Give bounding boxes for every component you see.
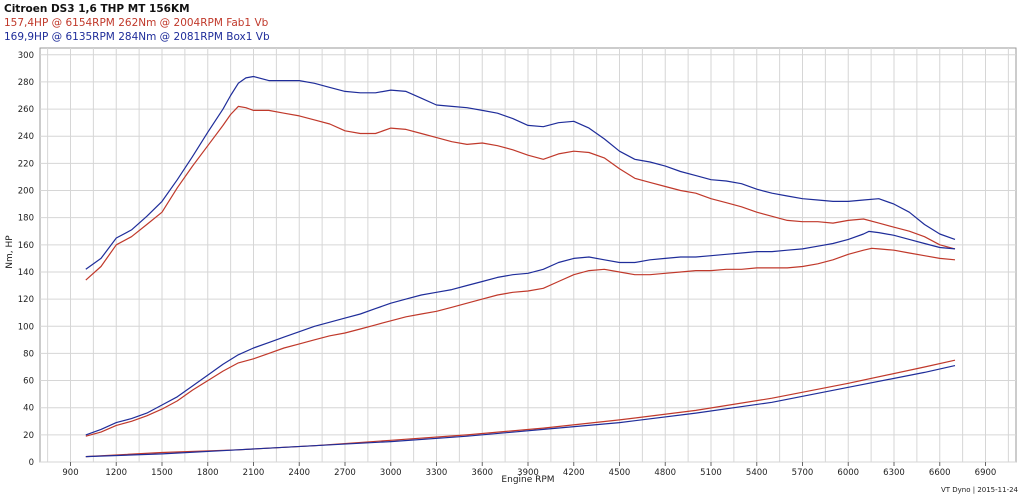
x-ticks: 900 1200 1500 1800 2100 2400 2700 3000 3300 3600 3… (62, 462, 996, 478)
series-line-loss-box1-vb (85, 365, 956, 458)
y-tick-label: 120 (18, 295, 34, 305)
y-tick-label: 180 (18, 214, 34, 224)
chart-title: Citroen DS3 1,6 THP MT 156KM (4, 3, 190, 15)
x-tick-label: 4800 (654, 468, 676, 478)
x-tick-label: 6000 (837, 468, 859, 478)
chart-header: Citroen DS3 1,6 THP MT 156KM 157,4HP @ 6… (4, 2, 270, 44)
x-tick-label: 1800 (197, 468, 219, 478)
y-ticks: 0 20 40 60 80 100 120 140 160 180 200 220 240 260 280 3… (18, 51, 34, 468)
x-tick-label: 5100 (700, 468, 722, 478)
y-tick-label: 100 (18, 322, 34, 332)
y-tick-label: 260 (18, 105, 34, 115)
y-tick-label: 220 (18, 159, 34, 169)
y-tick-label: 240 (18, 132, 34, 142)
y-tick-label: 60 (23, 377, 34, 387)
x-tick-label: 6300 (883, 468, 905, 478)
x-tick-label: 3000 (380, 468, 402, 478)
y-tick-label: 140 (18, 268, 34, 278)
x-tick-label: 3600 (471, 468, 493, 478)
x-tick-label: 2700 (334, 468, 356, 478)
series-line-power-box1-vb (85, 230, 956, 436)
x-tick-label: 6600 (929, 468, 951, 478)
y-axis-label: Nm, HP (5, 235, 15, 269)
y-tick-label: 40 (23, 404, 34, 414)
x-tick-label: 1500 (151, 468, 173, 478)
legend-run-2: 169,9HP @ 6135RPM 284Nm @ 2081RPM Box1 V… (4, 31, 270, 43)
x-tick-label: 2400 (288, 468, 310, 478)
x-tick-label: 2100 (243, 468, 265, 478)
series-line-torque-fab1-vb (85, 105, 956, 281)
x-tick-label: 5700 (792, 468, 814, 478)
footer-text: VT Dyno | 2015-11-24 (940, 486, 1018, 494)
y-tick-label: 0 (29, 458, 34, 468)
y-tick-label: 160 (18, 241, 34, 251)
y-tick-label: 280 (18, 78, 34, 88)
series-line-torque-box1-vb (85, 75, 956, 270)
x-tick-label: 3300 (426, 468, 448, 478)
x-tick-label: 4500 (609, 468, 631, 478)
x-tick-label: 900 (62, 468, 78, 478)
series-group (85, 75, 956, 458)
y-tick-label: 80 (23, 349, 34, 359)
grid (40, 48, 1016, 463)
legend-run-1: 157,4HP @ 6154RPM 262Nm @ 2004RPM Fab1 V… (4, 17, 269, 29)
x-tick-label: 4200 (563, 468, 585, 478)
x-tick-label: 6900 (975, 468, 997, 478)
x-tick-label: 5400 (746, 468, 768, 478)
y-tick-label: 20 (23, 431, 34, 441)
series-line-power-fab1-vb (85, 247, 956, 437)
x-tick-label: 1200 (105, 468, 127, 478)
x-axis-label: Engine RPM (501, 475, 554, 485)
y-tick-label: 300 (18, 51, 34, 61)
y-tick-label: 200 (18, 187, 34, 197)
x-tick-label: 3900 (517, 468, 539, 478)
